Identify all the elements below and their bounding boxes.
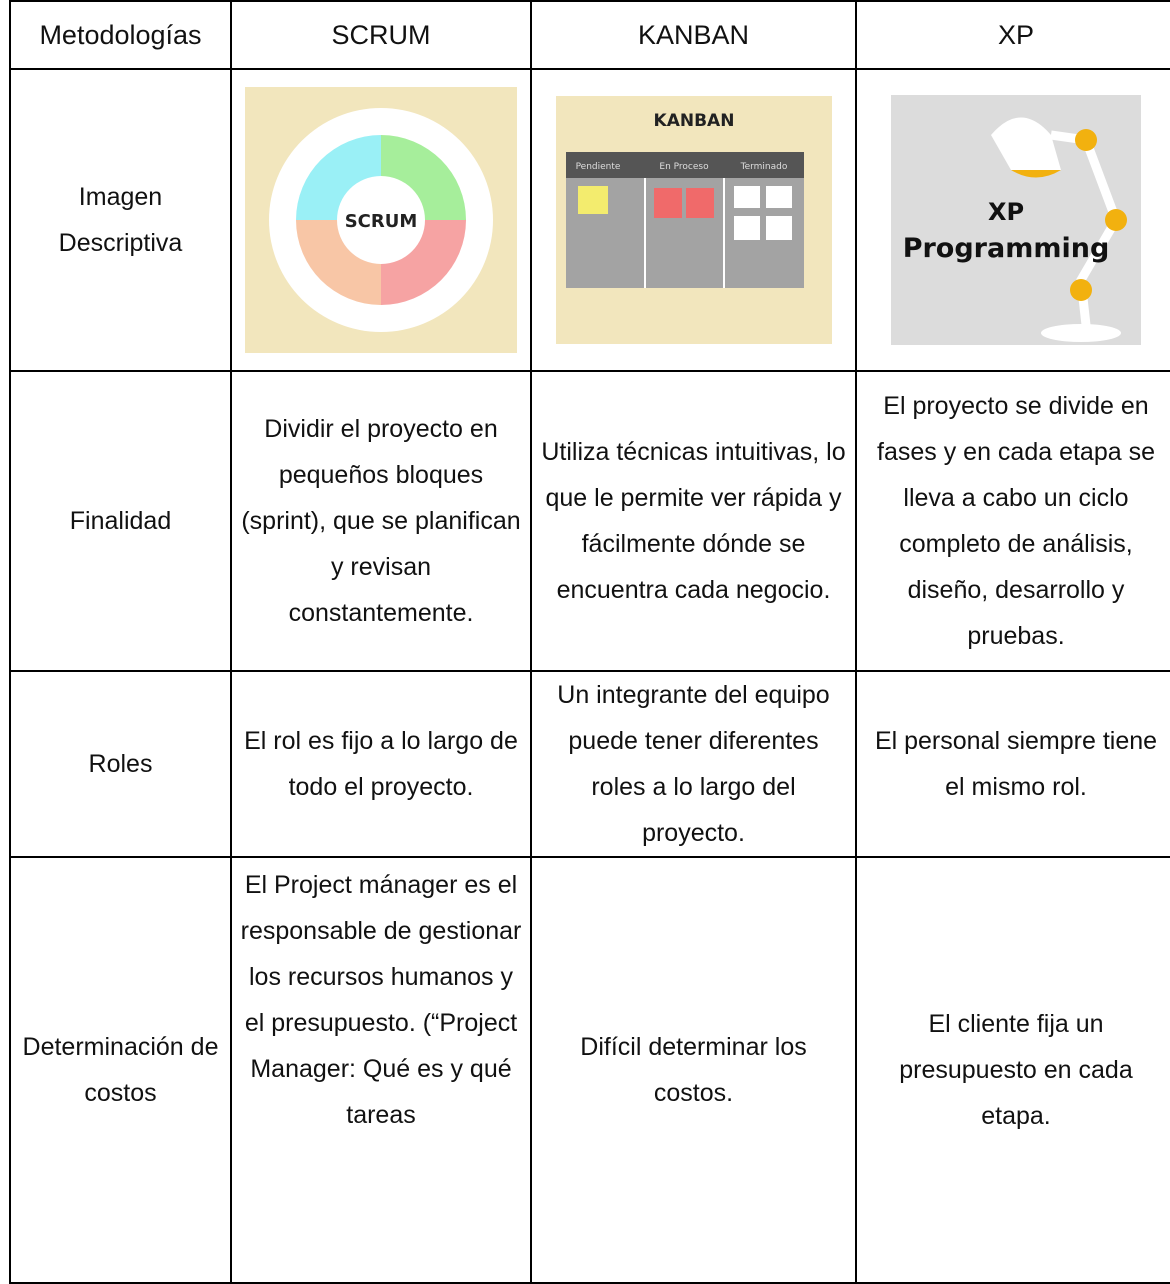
kanban-title: KANBAN	[653, 111, 734, 131]
cell: El Project mánager es el responsable de …	[230, 856, 532, 1284]
cell: Un integrante del equipo puede tener dif…	[530, 670, 857, 858]
header-row: Metodologías SCRUM KANBAN XP	[9, 0, 1170, 70]
cell: El proyecto se divide en fases y en cada…	[855, 370, 1170, 672]
xp-label: XP	[988, 198, 1024, 226]
cell: El personal siempre tiene el mismo rol.	[855, 670, 1170, 858]
cell: Dividir el proyecto en pequeños bloques …	[230, 370, 532, 672]
scrum-label: SCRUM	[345, 211, 418, 232]
header-cell: XP	[855, 0, 1170, 70]
scrum-image: SCRUM	[245, 87, 517, 353]
image-cell: KANBAN Pendiente En Proceso Terminado	[530, 68, 857, 372]
image-row: Imagen Descriptiva SCRUM KANBAN Pendient…	[9, 68, 1170, 372]
row-label: Imagen Descriptiva	[9, 68, 232, 372]
page: Metodologías {"table": { "header": ["Met…	[9, 0, 1170, 1284]
kanban-column: En Proceso	[659, 162, 709, 172]
table-row: Roles El rol es fijo a lo largo de todo …	[9, 670, 1170, 858]
row-label: Roles	[9, 670, 232, 858]
table-row: Determinación de costos El Project mánag…	[9, 856, 1170, 1284]
kanban-image: KANBAN Pendiente En Proceso Terminado	[555, 96, 832, 344]
header-cell: KANBAN	[530, 0, 857, 70]
row-label: Determinación de costos	[9, 856, 232, 1284]
header-cell: SCRUM	[230, 0, 532, 70]
image-cell: XP Programming	[855, 68, 1170, 372]
comparison-table: Metodologías SCRUM KANBAN XP Imagen Desc…	[9, 0, 1170, 1284]
xp-image: XP Programming	[891, 95, 1141, 345]
cell: Difícil determinar los costos.	[530, 856, 857, 1284]
cell: Utiliza técnicas intuitivas, lo que le p…	[530, 370, 857, 672]
cell: El cliente fija un presupuesto en cada e…	[855, 856, 1170, 1284]
page-body: Metodologías SCRUM KANBAN XP Imagen Desc…	[9, 0, 1170, 1284]
kanban-column: Terminado	[739, 162, 787, 172]
table-row: Finalidad Dividir el proyecto en pequeño…	[9, 370, 1170, 672]
header-cell: Metodologías	[9, 0, 232, 70]
kanban-column: Pendiente	[575, 162, 620, 172]
image-cell: SCRUM	[230, 68, 532, 372]
row-label: Finalidad	[9, 370, 232, 672]
cell: El rol es fijo a lo largo de todo el pro…	[230, 670, 532, 858]
xp-label: Programming	[903, 233, 1110, 264]
